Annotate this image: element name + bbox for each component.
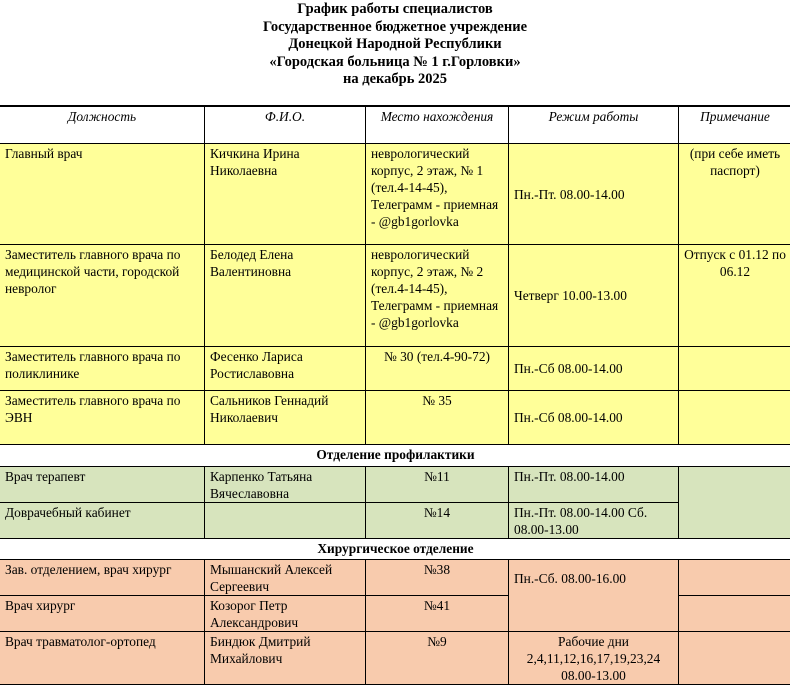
cell-schedule: Пн.-Пт. 08.00-14.00: [509, 466, 679, 502]
table-row: Зав. отделением, врач хирург Мышанский А…: [0, 559, 790, 595]
cell-location: №14: [366, 502, 509, 538]
section-header: Хирургическое отделение: [0, 538, 790, 559]
section-title: Хирургическое отделение: [0, 538, 790, 559]
cell-name: Карпенко Татьяна Вячеславовна: [205, 466, 366, 502]
table-row: Заместитель главного врача по медицинско…: [0, 244, 790, 346]
table-row: Главный врач Кичкина Ирина Николаевна не…: [0, 143, 790, 244]
cell-name: Фесенко Лариса Ростиславовна: [205, 346, 366, 390]
cell-location: неврологический корпус, 2 этаж, № 1 (тел…: [366, 143, 509, 244]
cell-name: Биндюк Дмитрий Михайлович: [205, 631, 366, 684]
cell-schedule: Пн.-Пт. 08.00-14.00 Сб. 08.00-13.00: [509, 502, 679, 538]
cell-schedule: Пн.-Сб. 08.00-16.00: [509, 559, 679, 631]
header-name: Ф.И.О.: [205, 106, 366, 143]
cell-name: Мышанский Алексей Сергеевич: [205, 559, 366, 595]
table-row: Доврачебный кабинет №14 Пн.-Пт. 08.00-14…: [0, 502, 790, 538]
cell-schedule: Четверг 10.00-13.00: [509, 244, 679, 346]
cell-location: №9: [366, 631, 509, 684]
cell-position: Доврачебный кабинет: [0, 502, 205, 538]
cell-note: [679, 390, 790, 444]
cell-position: Заместитель главного врача по медицинско…: [0, 244, 205, 346]
title-line: на декабрь 2025: [0, 71, 790, 89]
cell-name: Кичкина Ирина Николаевна: [205, 143, 366, 244]
cell-position: Главный врач: [0, 143, 205, 244]
cell-schedule: Пн.-Пт. 08.00-14.00: [509, 143, 679, 244]
cell-position: Зав. отделением, врач хирург: [0, 559, 205, 595]
cell-location: №41: [366, 595, 509, 631]
cell-name: [205, 502, 366, 538]
cell-note: [679, 466, 790, 538]
header-schedule: Режим работы: [509, 106, 679, 143]
header-row: Должность Ф.И.О. Место нахождения Режим …: [0, 106, 790, 143]
header-location: Место нахождения: [366, 106, 509, 143]
cell-note: [679, 595, 790, 631]
cell-position: Заместитель главного врача по поликлиник…: [0, 346, 205, 390]
cell-name: Сальников Геннадий Николаевич: [205, 390, 366, 444]
title-line: Донецкой Народной Республики: [0, 36, 790, 54]
cell-location: №11: [366, 466, 509, 502]
cell-note: Отпуск с 01.12 по 06.12: [679, 244, 790, 346]
cell-position: Заместитель главного врача по ЭВН: [0, 390, 205, 444]
cell-name: Козорог Петр Александрович: [205, 595, 366, 631]
cell-name: Белодед Елена Валентиновна: [205, 244, 366, 346]
cell-note: (при себе иметь паспорт): [679, 143, 790, 244]
schedule-table: Должность Ф.И.О. Место нахождения Режим …: [0, 105, 790, 685]
header-position: Должность: [0, 106, 205, 143]
cell-location: № 35: [366, 390, 509, 444]
cell-schedule: Рабочие дни 2,4,11,12,16,17,19,23,24 08.…: [509, 631, 679, 684]
cell-note: [679, 559, 790, 595]
table-row: Заместитель главного врача по поликлиник…: [0, 346, 790, 390]
cell-note: [679, 346, 790, 390]
cell-note: [679, 631, 790, 684]
cell-schedule: Пн.-Сб 08.00-14.00: [509, 346, 679, 390]
document-title: График работы специалистов Государственн…: [0, 0, 790, 105]
title-line: График работы специалистов: [0, 1, 790, 19]
cell-location: № 30 (тел.4-90-72): [366, 346, 509, 390]
table-row: Заместитель главного врача по ЭВН Сальни…: [0, 390, 790, 444]
cell-location: №38: [366, 559, 509, 595]
header-note: Примечание: [679, 106, 790, 143]
cell-location: неврологический корпус, 2 этаж, № 2 (тел…: [366, 244, 509, 346]
title-line: Государственное бюджетное учреждение: [0, 19, 790, 37]
title-line: «Городская больница № 1 г.Горловки»: [0, 54, 790, 72]
section-title: Отделение профилактики: [0, 444, 790, 466]
section-header: Отделение профилактики: [0, 444, 790, 466]
cell-position: Врач хирург: [0, 595, 205, 631]
cell-schedule: Пн.-Сб 08.00-14.00: [509, 390, 679, 444]
table-row: Врач терапевт Карпенко Татьяна Вячеславо…: [0, 466, 790, 502]
cell-position: Врач травматолог-ортопед: [0, 631, 205, 684]
table-row: Врач травматолог-ортопед Биндюк Дмитрий …: [0, 631, 790, 684]
cell-position: Врач терапевт: [0, 466, 205, 502]
